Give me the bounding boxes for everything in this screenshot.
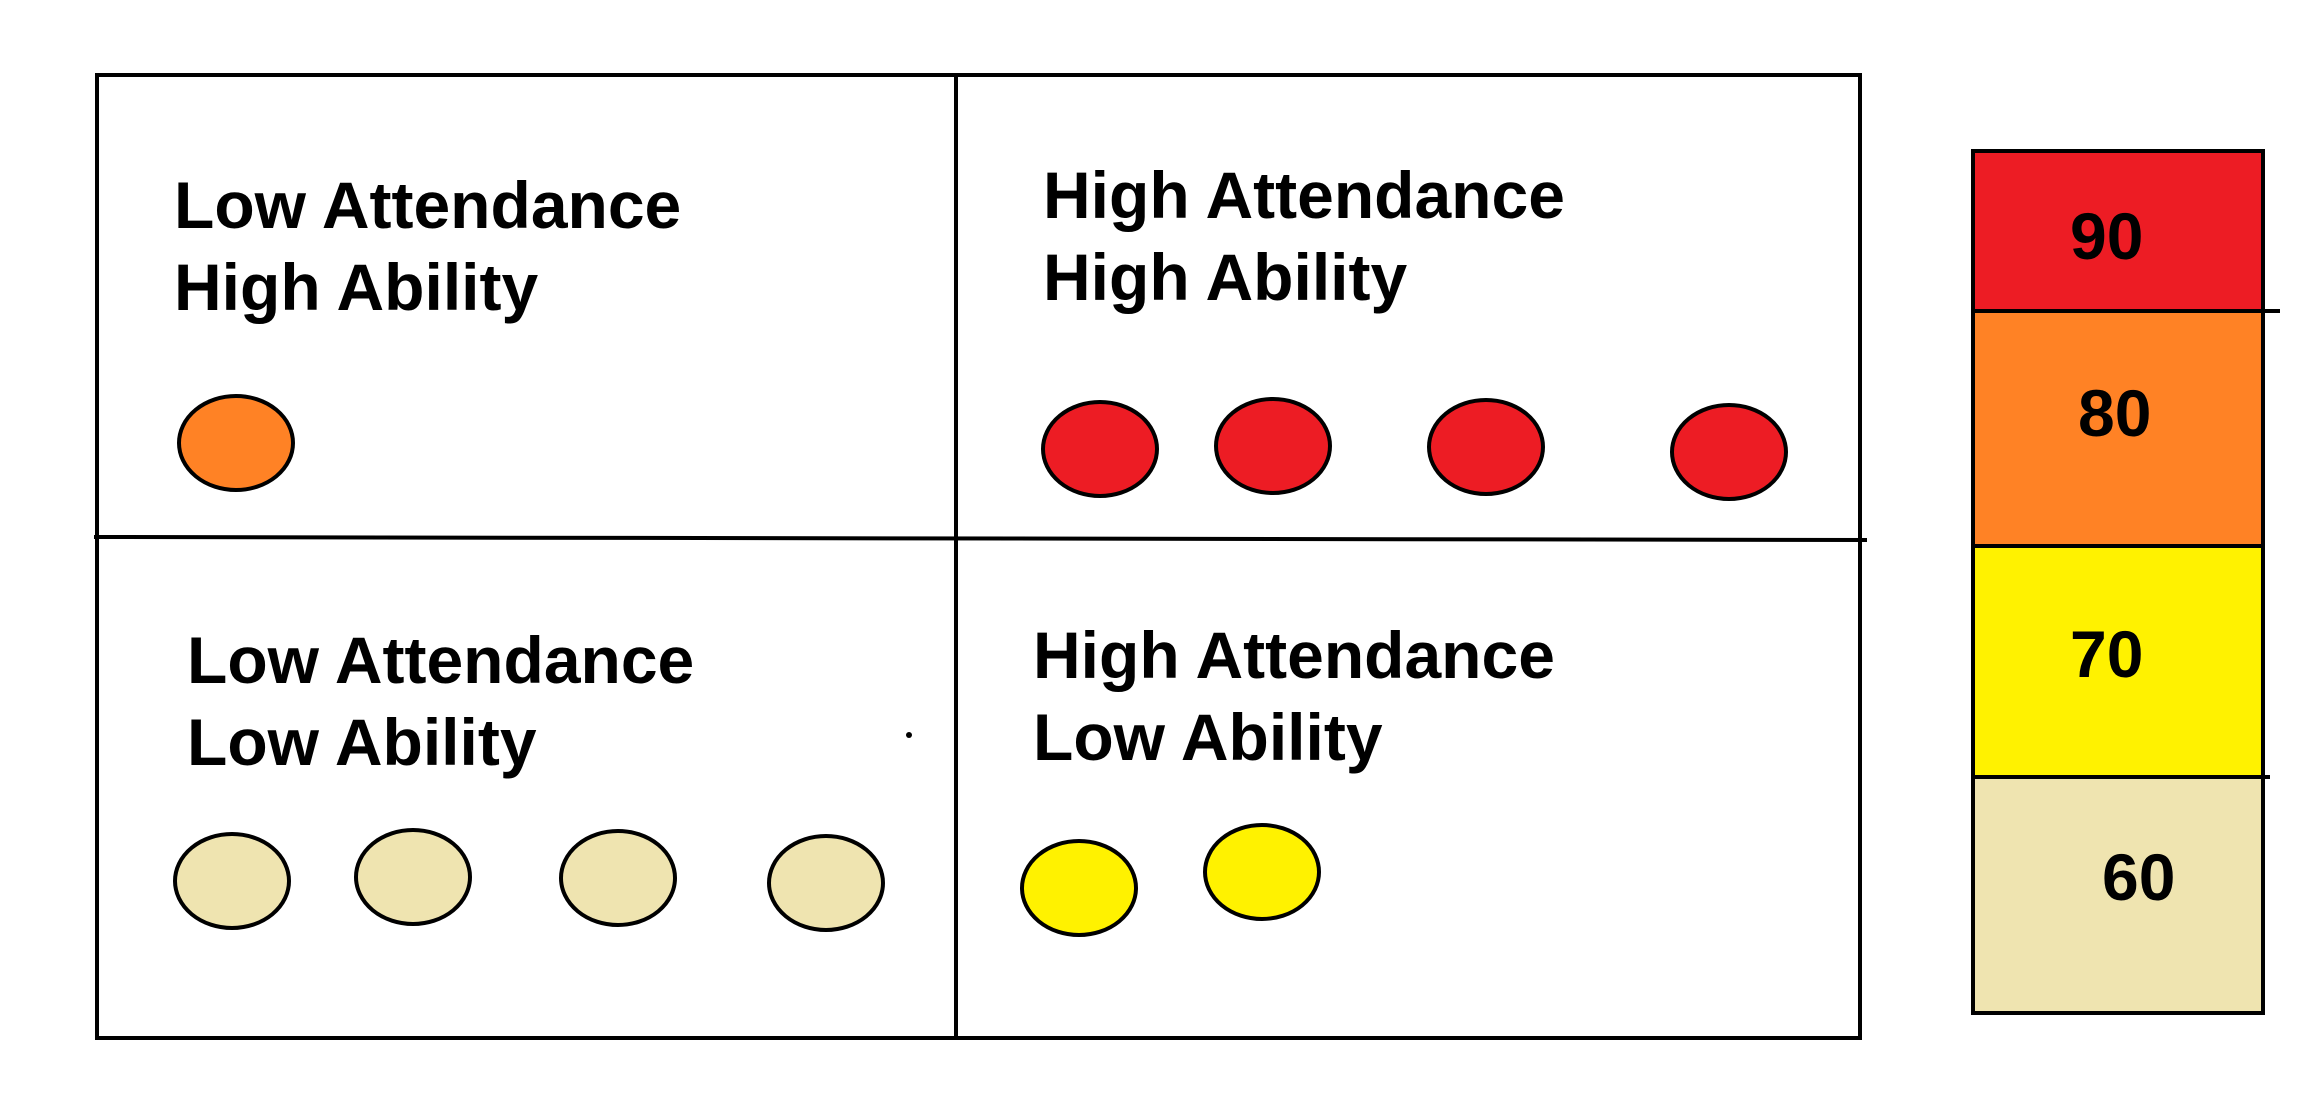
quadrant-low-attendance-high-ability: Low Attendance High Ability: [174, 168, 681, 492]
student-dot: [1670, 403, 1788, 501]
stray-dot-mark: [906, 732, 912, 738]
quadrant-horizontal-divider: [93, 535, 1868, 542]
legend-swatch-80: [1973, 311, 2263, 546]
legend-label-60: 60: [2102, 840, 2175, 914]
quadrant-title-line-1: High Attendance: [1033, 618, 1555, 692]
quadrant-title-line-2: Low Ability: [187, 705, 537, 779]
quadrant-title-line-1: Low Attendance: [174, 168, 681, 242]
legend-item-80: 80: [1973, 311, 2263, 546]
student-dot: [1041, 400, 1159, 498]
legend-item-90: 90: [1973, 151, 2263, 311]
legend-label-80: 80: [2078, 376, 2151, 450]
student-dot: [173, 832, 291, 930]
student-dot: [1203, 823, 1321, 921]
quadrant-high-attendance-high-ability: High Attendance High Ability: [1041, 158, 1788, 501]
student-dot: [1214, 397, 1332, 495]
student-dot: [1020, 839, 1138, 937]
legend-swatch-70: [1973, 546, 2263, 777]
dot-group: [1041, 397, 1788, 501]
legend-label-70: 70: [2070, 617, 2143, 691]
student-dot: [354, 828, 472, 926]
legend-scale: 90 80 70 60: [1971, 149, 2280, 1015]
legend-swatch-90: [1973, 151, 2263, 311]
legend-swatch-60: [1973, 777, 2263, 1013]
quadrant-outer-border: [95, 73, 1862, 1040]
student-dot: [767, 834, 885, 932]
quadrant-low-attendance-low-ability: Low Attendance Low Ability: [173, 623, 912, 932]
student-dot: [177, 394, 295, 492]
legend-item-60: 60: [1973, 777, 2263, 1013]
quadrant-title-line-1: Low Attendance: [187, 623, 694, 697]
legend-item-70: 70: [1973, 546, 2263, 777]
quadrant-title-line-2: High Ability: [174, 250, 538, 324]
quadrant-title-line-1: High Attendance: [1043, 158, 1565, 232]
dot-group: [177, 394, 295, 492]
quadrant-high-attendance-low-ability: High Attendance Low Ability: [1020, 618, 1555, 937]
student-dot: [559, 829, 677, 927]
student-dot: [1427, 398, 1545, 496]
quadrant-title-line-2: High Ability: [1043, 240, 1407, 314]
dot-group: [173, 828, 885, 932]
quadrant-frame: [93, 73, 1868, 1040]
quadrant-title-line-2: Low Ability: [1033, 700, 1383, 774]
legend-border: [1971, 149, 2265, 1015]
legend-label-90: 90: [2070, 199, 2143, 273]
dot-group: [1020, 823, 1321, 937]
